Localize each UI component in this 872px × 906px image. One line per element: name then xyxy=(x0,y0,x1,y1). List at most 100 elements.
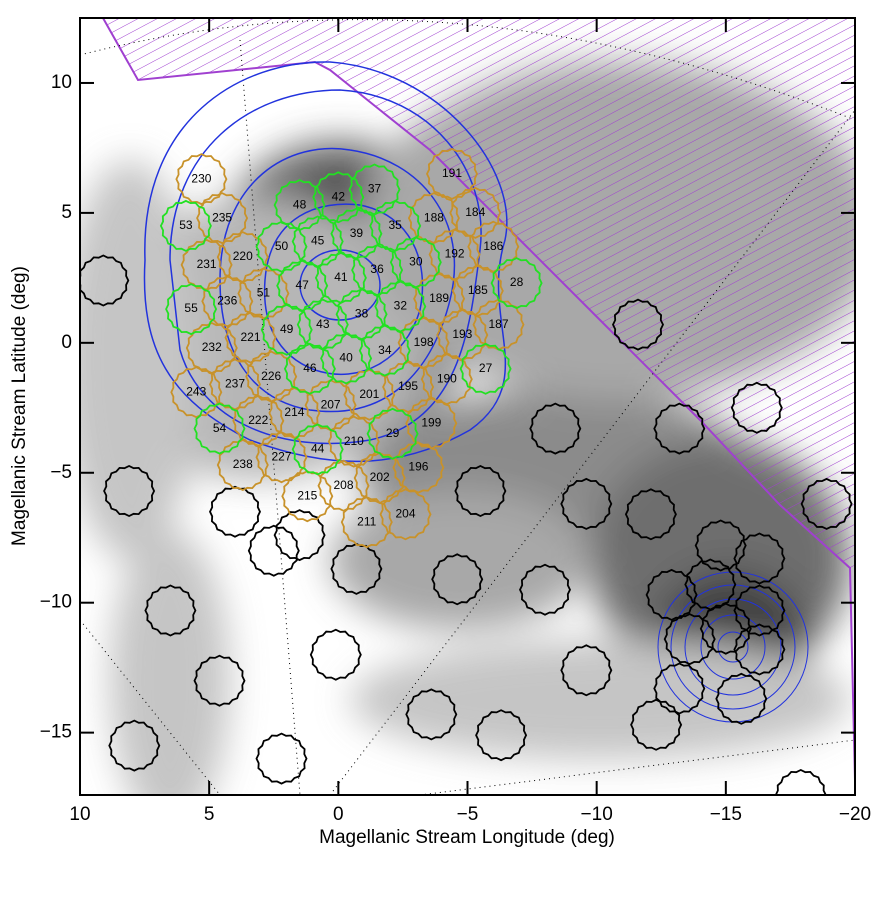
field xyxy=(653,402,706,455)
field xyxy=(80,254,130,307)
field xyxy=(320,332,373,385)
field xyxy=(684,558,737,611)
field xyxy=(405,397,458,450)
fields: 230 235 191 188 184 220 231 186 192 51 236 185 189 22… xyxy=(80,147,853,795)
field xyxy=(529,402,582,455)
y-tick-label: 0 xyxy=(61,332,72,353)
field xyxy=(330,542,383,595)
field-label: 195 xyxy=(398,379,418,393)
field xyxy=(273,179,326,232)
field-label: 41 xyxy=(334,270,348,284)
field xyxy=(379,488,432,541)
field-label: 34 xyxy=(378,343,392,357)
field xyxy=(260,303,313,356)
x-tick-label: −10 xyxy=(581,804,613,825)
field xyxy=(351,244,404,297)
field-label: 204 xyxy=(395,507,415,521)
field xyxy=(247,524,300,577)
field xyxy=(201,275,254,328)
field-label: 237 xyxy=(225,377,245,391)
field-label: 202 xyxy=(370,470,390,484)
field-label: 36 xyxy=(370,262,384,276)
field-label: 37 xyxy=(368,182,382,196)
x-axis-title: Magellanic Stream Longitude (deg) xyxy=(319,827,615,848)
field xyxy=(733,623,786,676)
field xyxy=(459,342,512,395)
field-label: 199 xyxy=(421,416,441,430)
field-label: 198 xyxy=(414,335,434,349)
field-label: 230 xyxy=(191,171,211,185)
field xyxy=(180,238,233,291)
field xyxy=(431,553,484,606)
y-tick-label: −15 xyxy=(40,722,72,743)
field-label: 189 xyxy=(429,291,449,305)
field-label: 184 xyxy=(465,205,485,219)
field xyxy=(653,662,706,715)
field-label: 185 xyxy=(468,283,488,297)
field-label: 190 xyxy=(437,371,457,385)
field xyxy=(475,709,528,762)
field-label: 46 xyxy=(303,361,317,375)
field xyxy=(624,488,677,541)
field-label: 45 xyxy=(311,234,325,248)
field xyxy=(348,163,401,216)
y-tick-label: 5 xyxy=(61,202,72,223)
field xyxy=(312,171,365,224)
field xyxy=(730,381,783,434)
field-label: 193 xyxy=(452,327,472,341)
field xyxy=(232,394,285,447)
field xyxy=(165,283,218,336)
field-label: 196 xyxy=(408,460,428,474)
field xyxy=(451,264,504,317)
field xyxy=(273,509,326,562)
field-label: 208 xyxy=(333,478,353,492)
x-tick-label: −5 xyxy=(457,804,479,825)
field xyxy=(382,361,435,413)
field-label: 35 xyxy=(388,218,402,232)
field xyxy=(255,732,308,785)
background xyxy=(80,18,855,795)
field xyxy=(245,350,298,403)
field xyxy=(774,769,827,795)
field xyxy=(335,288,388,341)
field xyxy=(144,584,197,637)
field xyxy=(309,628,362,681)
y-tick-label: −5 xyxy=(50,462,72,483)
x-tick-label: −20 xyxy=(839,804,871,825)
field xyxy=(327,415,380,468)
field-label: 53 xyxy=(179,218,193,232)
x-tick-label: 0 xyxy=(333,804,344,825)
field-label: 207 xyxy=(321,397,341,411)
field xyxy=(389,236,442,289)
field xyxy=(358,324,411,377)
x-tick-label: 10 xyxy=(69,804,90,825)
field-label: 232 xyxy=(202,340,222,354)
field xyxy=(449,186,502,239)
field-label: 44 xyxy=(311,442,325,456)
field xyxy=(630,698,683,751)
field-label: 186 xyxy=(483,239,503,253)
field xyxy=(237,267,290,320)
field xyxy=(291,215,344,268)
y-tick-label: 10 xyxy=(51,72,72,93)
field-label: 210 xyxy=(344,434,364,448)
field xyxy=(108,719,161,772)
field-label: 39 xyxy=(350,226,364,240)
field xyxy=(699,602,752,655)
field xyxy=(436,309,489,361)
field xyxy=(340,496,393,549)
field-label: 30 xyxy=(409,254,423,268)
x-tick-label: −15 xyxy=(710,804,742,825)
field xyxy=(467,220,520,273)
field xyxy=(426,147,478,200)
field xyxy=(663,613,716,666)
field xyxy=(454,465,507,517)
field-label: 38 xyxy=(355,306,369,320)
field xyxy=(304,379,357,432)
field xyxy=(209,485,261,538)
field xyxy=(170,366,223,419)
field xyxy=(560,477,613,530)
field xyxy=(291,423,344,476)
field xyxy=(317,459,370,512)
field xyxy=(392,441,445,494)
